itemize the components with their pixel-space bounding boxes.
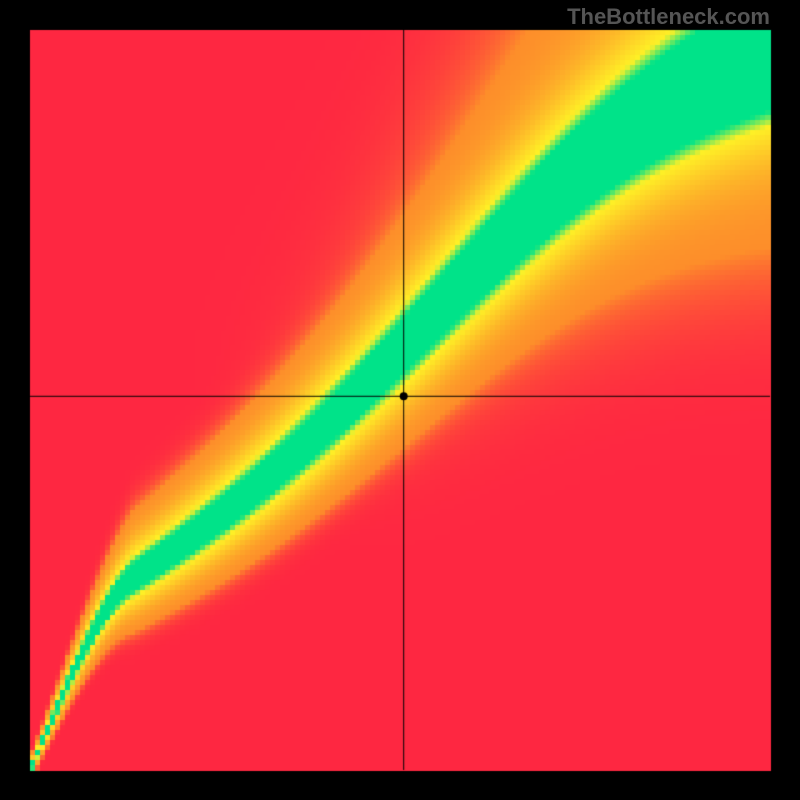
- watermark-text: TheBottleneck.com: [567, 4, 770, 30]
- bottleneck-heatmap: [0, 0, 800, 800]
